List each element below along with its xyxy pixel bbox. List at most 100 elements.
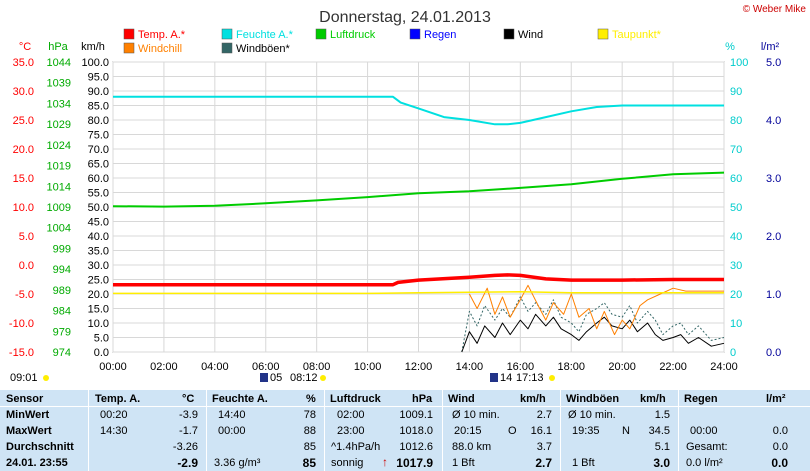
gusts-bft: 1 Bft xyxy=(572,457,595,469)
humidity-line xyxy=(113,95,724,126)
tick-label: 90.0 xyxy=(88,86,109,98)
humidity-max: 88 xyxy=(303,425,316,437)
humidity-axis-label: % xyxy=(725,41,735,53)
tick-label: 994 xyxy=(53,264,71,276)
x-tick-label: 22:00 xyxy=(659,361,687,373)
axis-ticks: 35.0 30.0 25.0 20.0 15.0 10.0 5.0 0.0 -5.0 -10.0 -… xyxy=(9,57,781,359)
wind-avg10-label: Ø 10 min. xyxy=(452,409,500,421)
legend-swatch xyxy=(315,28,327,40)
tick-label: 95.0 xyxy=(88,72,109,84)
sunrise-prefix: 05 xyxy=(270,372,282,384)
wind-max: 16.1 xyxy=(530,425,552,437)
tick-label: 4.0 xyxy=(766,115,781,127)
col-sep xyxy=(442,390,443,471)
row-label-sensor: Sensor xyxy=(6,393,44,405)
tick-label: 1029 xyxy=(47,119,71,131)
tick-label: 100 xyxy=(730,57,748,69)
rain-unit: l/m² xyxy=(766,393,786,405)
temperature-line xyxy=(113,273,724,287)
temp-current: -2.9 xyxy=(177,456,198,470)
rain-max: 0.0 xyxy=(772,425,788,437)
humidity-current: 85 xyxy=(302,456,316,470)
humidity-min-time: 14:40 xyxy=(218,409,246,421)
wind-axis-label: km/h xyxy=(81,41,105,53)
tick-label: 50.0 xyxy=(88,202,109,214)
tick-label: -5.0 xyxy=(15,289,34,301)
sun-icon xyxy=(549,375,555,381)
tick-label: 90 xyxy=(730,86,742,98)
humidity-unit: % xyxy=(306,393,316,405)
legend-label: Temp. A.* xyxy=(138,29,186,41)
wind-avg10: 2.7 xyxy=(536,409,552,421)
tick-label: 85.0 xyxy=(88,101,109,113)
col-sep xyxy=(678,390,679,471)
x-tick-label: 08:00 xyxy=(303,361,331,373)
legend-swatch xyxy=(123,28,135,40)
x-tick-label: 02:00 xyxy=(150,361,178,373)
tick-label: 65.0 xyxy=(88,159,109,171)
col-sep xyxy=(324,390,325,471)
x-tick-label: 14:00 xyxy=(456,361,484,373)
pressure-current: 1017.9 xyxy=(396,456,433,470)
tick-label: -15.0 xyxy=(9,347,34,359)
tick-label: 5.0 xyxy=(94,333,109,345)
gusts-max: 34.5 xyxy=(648,425,670,437)
trend-up-icon: ↑ xyxy=(382,455,388,469)
legend-label: Regen xyxy=(424,29,456,41)
row-label-max: MaxWert xyxy=(6,425,52,437)
legend-swatch xyxy=(221,42,233,54)
legend-swatch xyxy=(503,28,515,40)
x-tick-label: 16:00 xyxy=(507,361,535,373)
wind-distance: 88.0 km xyxy=(452,441,492,453)
gusts-max-dir: N xyxy=(622,425,630,437)
humidity-avg: 85 xyxy=(303,441,316,453)
pressure-avg: 1012.6 xyxy=(399,441,433,453)
temp-max-time: 14:30 xyxy=(100,425,128,437)
tick-label: 999 xyxy=(53,243,71,255)
tick-label: 979 xyxy=(53,326,71,338)
humidity-min: 78 xyxy=(303,409,316,421)
pressure-axis-label: hPa xyxy=(48,41,68,53)
stats-table: Sensor MinWert MaxWert Durchschnitt 24.0… xyxy=(0,390,810,471)
rain-total-label: Gesamt: xyxy=(686,441,728,453)
pressure-header: Luftdruck xyxy=(330,393,381,405)
temp-header: Temp. A. xyxy=(95,393,141,405)
tick-label: 1044 xyxy=(47,57,71,69)
tick-label: 30.0 xyxy=(88,260,109,272)
chart-legend: Temp. A.* Feuchte A.* Luftdruck Regen Wind Ta… xyxy=(123,28,662,55)
x-tick-label: 00:00 xyxy=(99,361,127,373)
x-tick-label: 18:00 xyxy=(557,361,585,373)
tick-label: 3.0 xyxy=(766,173,781,185)
tick-label: 5.0 xyxy=(19,231,34,243)
tick-label: 984 xyxy=(53,306,71,318)
row-label-min: MinWert xyxy=(6,409,50,421)
tick-label: 45.0 xyxy=(88,217,109,229)
tick-label: 0.0 xyxy=(766,347,781,359)
tick-label: 1.0 xyxy=(766,289,781,301)
row-label-avg: Durchschnitt xyxy=(6,441,74,453)
pressure-min-time: 02:00 xyxy=(337,409,365,421)
rain-max-time: 00:00 xyxy=(690,425,718,437)
tick-label: 60 xyxy=(730,173,742,185)
tick-label: 60.0 xyxy=(88,173,109,185)
pressure-max: 1018.0 xyxy=(399,425,433,437)
tick-label: 100.0 xyxy=(81,57,109,69)
tick-label: 25.0 xyxy=(88,275,109,287)
temp-unit: °C xyxy=(182,393,195,405)
pressure-max-time: 23:00 xyxy=(337,425,365,437)
legend-swatch xyxy=(221,28,233,40)
legend-label: Feuchte A.* xyxy=(236,29,294,41)
col-sep xyxy=(88,390,89,471)
tick-label: 30.0 xyxy=(13,86,34,98)
gusts-avg10-label: Ø 10 min. xyxy=(568,409,616,421)
tick-label: 40.0 xyxy=(88,231,109,243)
chart-title: Donnerstag, 24.01.2013 xyxy=(319,9,491,26)
rain-total: 0.0 xyxy=(772,441,788,453)
tick-label: 75.0 xyxy=(88,130,109,142)
weather-chart: Donnerstag, 24.01.2013 © Weber Mike Temp… xyxy=(9,4,807,384)
tick-label: 1034 xyxy=(47,98,71,110)
copyright: © Weber Mike xyxy=(743,4,807,15)
tick-label: 1039 xyxy=(47,78,71,90)
wind-header: Wind xyxy=(448,393,475,405)
tick-label: 30 xyxy=(730,260,742,272)
